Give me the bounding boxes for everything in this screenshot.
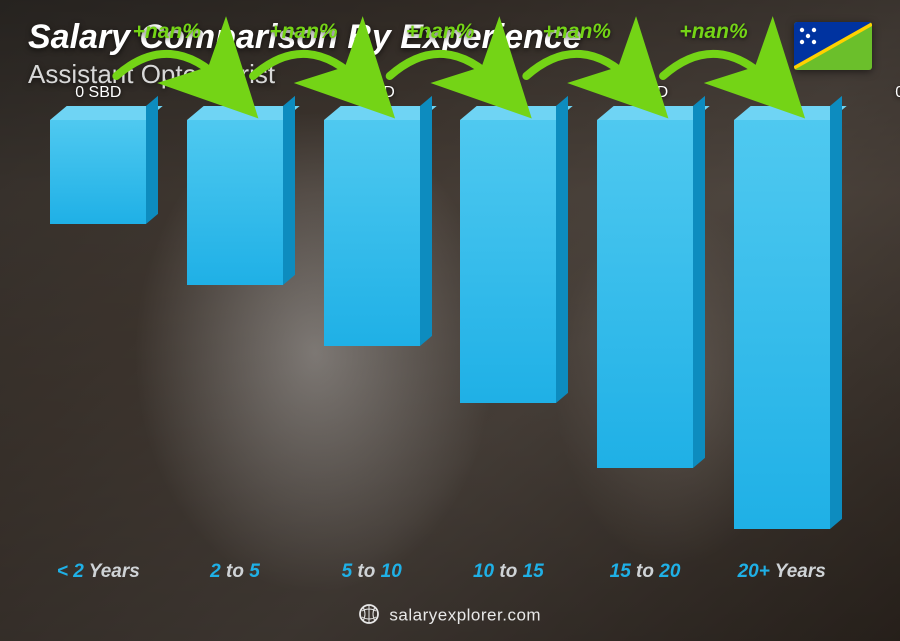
bar — [50, 120, 146, 224]
bar — [187, 120, 283, 285]
bar-slot: 0 SBD — [713, 120, 850, 555]
country-flag-icon — [794, 22, 872, 70]
bar-front-face — [734, 120, 830, 529]
bar-slot: 0 SBD — [440, 120, 577, 555]
footer: salaryexplorer.com — [0, 604, 900, 629]
bar — [460, 120, 556, 403]
bar-front-face — [460, 120, 556, 403]
x-axis-label: 15 to 20 — [577, 561, 714, 583]
bar-side-face — [283, 96, 295, 285]
bar-side-face — [830, 96, 842, 529]
bar-value-label: 0 SBD — [38, 84, 158, 102]
bar-chart: 0 SBD0 SBD0 SBD0 SBD0 SBD0 SBD < 2 Years… — [30, 120, 850, 583]
arrow-percent-label: +nan% — [543, 20, 611, 44]
bar-slot: 0 SBD — [30, 120, 167, 555]
bar-front-face — [50, 120, 146, 224]
x-axis-label: < 2 Years — [30, 561, 167, 583]
bar-slot: 0 SBD — [303, 120, 440, 555]
x-axis-label: 5 to 10 — [303, 561, 440, 583]
bar-slot: 0 SBD — [577, 120, 714, 555]
arrow-percent-label: +nan% — [679, 20, 747, 44]
arrow-percent-label: +nan% — [133, 20, 201, 44]
bar-front-face — [597, 120, 693, 468]
bar-side-face — [556, 96, 568, 403]
arrow-percent-label: +nan% — [406, 20, 474, 44]
bar — [597, 120, 693, 468]
bar — [734, 120, 830, 529]
bar-value-label: 0 SBD — [312, 84, 432, 102]
bar-side-face — [146, 96, 158, 224]
bar-front-face — [324, 120, 420, 346]
bar-slot: 0 SBD — [167, 120, 304, 555]
x-axis-label: 20+ Years — [713, 561, 850, 583]
footer-logo-icon — [359, 604, 379, 629]
x-axis-labels: < 2 Years2 to 55 to 1010 to 1515 to 2020… — [30, 561, 850, 583]
bar-value-label: 0 SBD — [585, 84, 705, 102]
bar-value-label: 0 SBD — [858, 84, 900, 102]
x-axis-label: 10 to 15 — [440, 561, 577, 583]
bar-side-face — [693, 96, 705, 468]
bar-side-face — [420, 96, 432, 346]
bar — [324, 120, 420, 346]
x-axis-label: 2 to 5 — [167, 561, 304, 583]
bars-container: 0 SBD0 SBD0 SBD0 SBD0 SBD0 SBD — [30, 120, 850, 555]
footer-text: salaryexplorer.com — [389, 606, 541, 625]
arrow-percent-label: +nan% — [269, 20, 337, 44]
bar-front-face — [187, 120, 283, 285]
